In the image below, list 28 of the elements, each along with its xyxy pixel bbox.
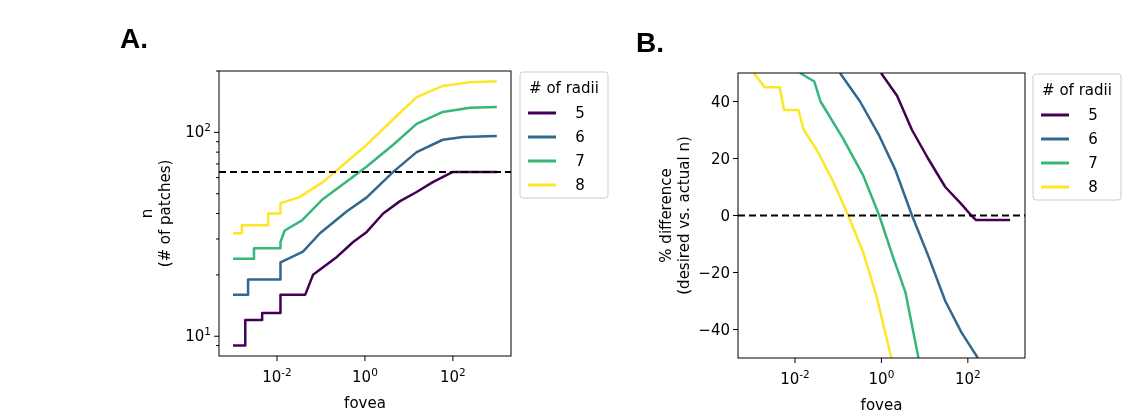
- legend-label: 5: [1088, 106, 1098, 124]
- y-tick-label: 40: [710, 92, 730, 111]
- legend-title: # of radii: [1042, 81, 1112, 99]
- y-axis-title: n (# of patches): [138, 159, 174, 268]
- x-axis-title: fovea: [344, 394, 386, 412]
- legend-title: # of radii: [529, 79, 599, 97]
- x-tick-label: 10$^{0}$: [868, 368, 895, 388]
- legend-label: 7: [1088, 154, 1098, 172]
- legend-label: 6: [1088, 130, 1098, 148]
- y-tick-label: 10$^{1}$: [185, 325, 211, 346]
- y-axis-title: % difference (desired vs. actual n): [657, 136, 693, 295]
- x-tick-label: 10$^{2}$: [439, 366, 466, 386]
- legend-label: 7: [575, 152, 585, 170]
- x-tick-label: 10$^{-2}$: [780, 368, 810, 388]
- x-tick-label: 10$^{2}$: [954, 368, 981, 388]
- y-tick-label: −40: [698, 320, 730, 339]
- y-tick-label: 20: [710, 149, 730, 168]
- chart-title: A.: [120, 23, 148, 54]
- legend-label: 5: [575, 104, 585, 122]
- x-axis-title: fovea: [860, 396, 903, 414]
- y-tick-label: −20: [698, 263, 730, 282]
- chart-title: B.: [636, 27, 664, 58]
- legend-label: 8: [575, 176, 585, 194]
- legend-label: 8: [1088, 178, 1098, 196]
- y-tick-label: 0: [720, 206, 730, 225]
- legend-label: 6: [575, 128, 585, 146]
- x-tick-label: 10$^{0}$: [352, 366, 378, 386]
- x-tick-label: 10$^{-2}$: [262, 366, 292, 386]
